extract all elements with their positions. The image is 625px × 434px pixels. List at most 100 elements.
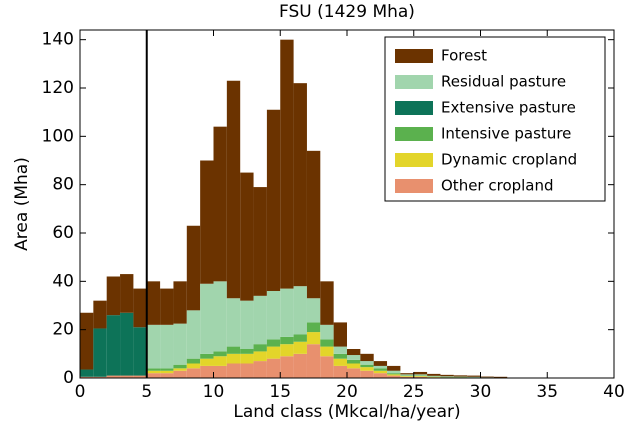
bar-segment [227,354,240,364]
bar-segment [387,374,400,375]
bar-segment [133,327,146,375]
bar-segment [147,373,160,378]
x-axis-label: Land class (Mkcal/ha/year) [233,402,460,422]
bar-segment [360,361,373,365]
bar-segment [254,296,267,344]
bar-segment [280,337,293,344]
bar-segment [294,83,307,286]
legend-label: Intensive pasture [441,125,571,143]
y-tick-label: 100 [42,126,74,146]
bar-segment [227,347,240,354]
bar-segment [360,354,373,361]
legend-label: Forest [441,47,487,65]
bar-segment [320,347,333,357]
y-tick-label: 40 [52,271,74,291]
y-tick-label: 80 [52,175,74,195]
bar-segment [294,354,307,378]
bar-segment [214,281,227,351]
bar-segment [173,324,186,365]
x-tick-label: 30 [470,382,492,402]
bar-segment [374,366,387,368]
chart-title: FSU (1429 Mha) [279,2,415,22]
bar-segment [147,325,160,369]
bar-segment [374,361,387,366]
bar-segment [240,364,253,379]
bar-segment [414,372,427,374]
bar-segment [200,284,213,354]
bar-segment [80,313,93,370]
bar-segment [187,364,200,369]
bar-segment [454,375,467,376]
bar-segment [93,328,106,376]
bar-segment [214,366,227,378]
bar-segment [387,366,400,371]
bar-segment [240,301,253,349]
bar-segment [280,289,293,337]
bar-segment [214,356,227,366]
bar-segment [280,344,293,356]
x-tick-label: 10 [203,382,225,402]
bar-segment [267,291,280,339]
legend-swatch [395,127,433,141]
bar-segment [93,301,106,329]
bar-segment [334,354,347,359]
legend-label: Other cropland [441,177,554,195]
bar-segment [360,371,373,378]
bar-segment [307,344,320,378]
bar-segment [227,364,240,379]
bar-segment [173,371,186,378]
legend-swatch [395,49,433,63]
bar-segment [214,351,227,356]
bar-segment [400,373,413,374]
x-tick-label: 40 [603,382,625,402]
bar-segment [294,342,307,354]
bar-segment [427,376,440,377]
legend-label: Dynamic cropland [441,151,577,169]
bar-segment [173,368,186,370]
bar-segment [173,365,186,369]
bar-segment [374,373,387,378]
bar-segment [374,371,387,373]
bar-segment [400,376,413,377]
bar-segment [240,173,253,301]
bar-segment [387,373,400,374]
bar-segment [160,289,173,325]
bar-segment [320,339,333,346]
bar-segment [481,377,494,378]
y-axis-label: Area (Mha) [12,157,32,251]
bar-segment [494,377,507,378]
x-tick-label: 5 [141,382,152,402]
bar-segment [374,368,387,370]
bar-segment [227,81,240,299]
bar-segment [347,349,360,355]
legend-swatch [395,179,433,193]
bar-segment [440,375,453,376]
bar-segment [200,366,213,378]
bar-segment [160,368,173,370]
x-tick-label: 35 [536,382,558,402]
bar-segment [347,360,360,364]
bar-segment [254,344,267,351]
bar-segment [414,376,427,377]
y-tick-label: 60 [52,223,74,243]
bar-segment [334,347,347,354]
bar-segment [214,127,227,282]
bar-segment [267,347,280,359]
bar-segment [294,286,307,334]
bar-segment [160,325,173,369]
x-tick-label: 15 [269,382,291,402]
bar-segment [254,361,267,378]
bar-segment [200,359,213,366]
y-tick-label: 0 [63,368,74,388]
bar-segment [187,226,200,311]
bar-segment [320,325,333,340]
bar-segment [200,161,213,284]
bar-segment [467,376,480,377]
bar-segment [334,322,347,346]
bar-segment [227,298,240,346]
bar-segment [240,354,253,364]
bar-segment [294,335,307,342]
bar-segment [334,366,347,378]
y-tick-label: 140 [42,30,74,50]
